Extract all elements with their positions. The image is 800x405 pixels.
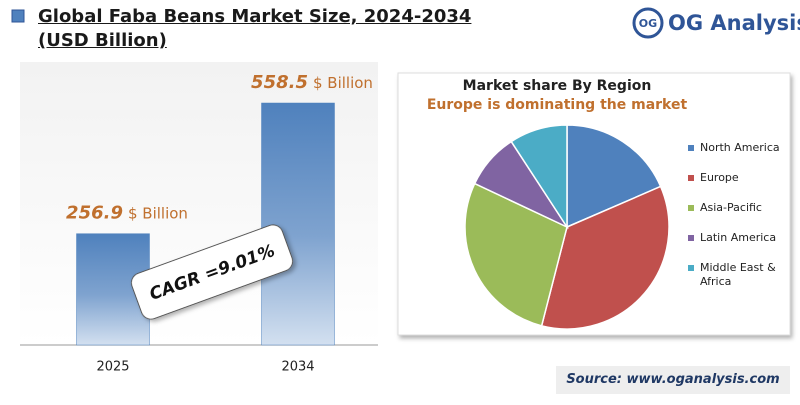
legend-swatch <box>688 175 694 181</box>
legend-item: Latin America <box>688 231 788 245</box>
value-number: 558.5 <box>251 72 308 93</box>
legend-label: Middle East & Africa <box>700 261 776 288</box>
pie-slice <box>566 124 662 229</box>
legend-label: North America <box>700 141 780 154</box>
legend-swatch <box>688 205 694 211</box>
legend-item: Asia-Pacific <box>688 201 788 215</box>
title-icon <box>11 9 25 23</box>
x-tick-label: 2034 <box>281 360 314 375</box>
bar <box>261 102 335 346</box>
value-label: 558.5 $ Billion <box>251 72 373 93</box>
pie-title: Market share By Region <box>463 78 652 94</box>
logo-mark: OG <box>639 17 657 30</box>
x-tick-label: 2025 <box>96 360 129 375</box>
logo-name: OG Analysis <box>668 11 800 35</box>
legend-swatch <box>688 145 694 151</box>
legend-swatch <box>688 265 694 271</box>
cagr-box <box>130 224 294 320</box>
pie-slice <box>540 185 670 330</box>
source: Source: www.oganalysis.com <box>556 366 790 394</box>
pie-slice <box>510 124 568 230</box>
pie-subtitle: Europe is dominating the market <box>427 97 688 113</box>
legend-item: Europe <box>688 171 788 185</box>
pie-slice <box>464 182 568 327</box>
legend-item: North America <box>688 141 788 155</box>
page-title: Global Faba Beans Market Size, 2024-2034… <box>38 6 472 51</box>
logo-circle <box>632 7 664 39</box>
value-unit: $ Billion <box>128 204 188 222</box>
value-label: 256.9 $ Billion <box>66 203 188 224</box>
value-number: 256.9 <box>66 203 123 224</box>
legend-label: Europe <box>700 171 739 184</box>
value-unit: $ Billion <box>313 74 373 92</box>
legend-label: Latin America <box>700 231 777 244</box>
legend-swatch <box>688 235 694 241</box>
legend-label: Asia-Pacific <box>700 201 762 214</box>
legend-item: Middle East & Africa <box>688 261 788 289</box>
